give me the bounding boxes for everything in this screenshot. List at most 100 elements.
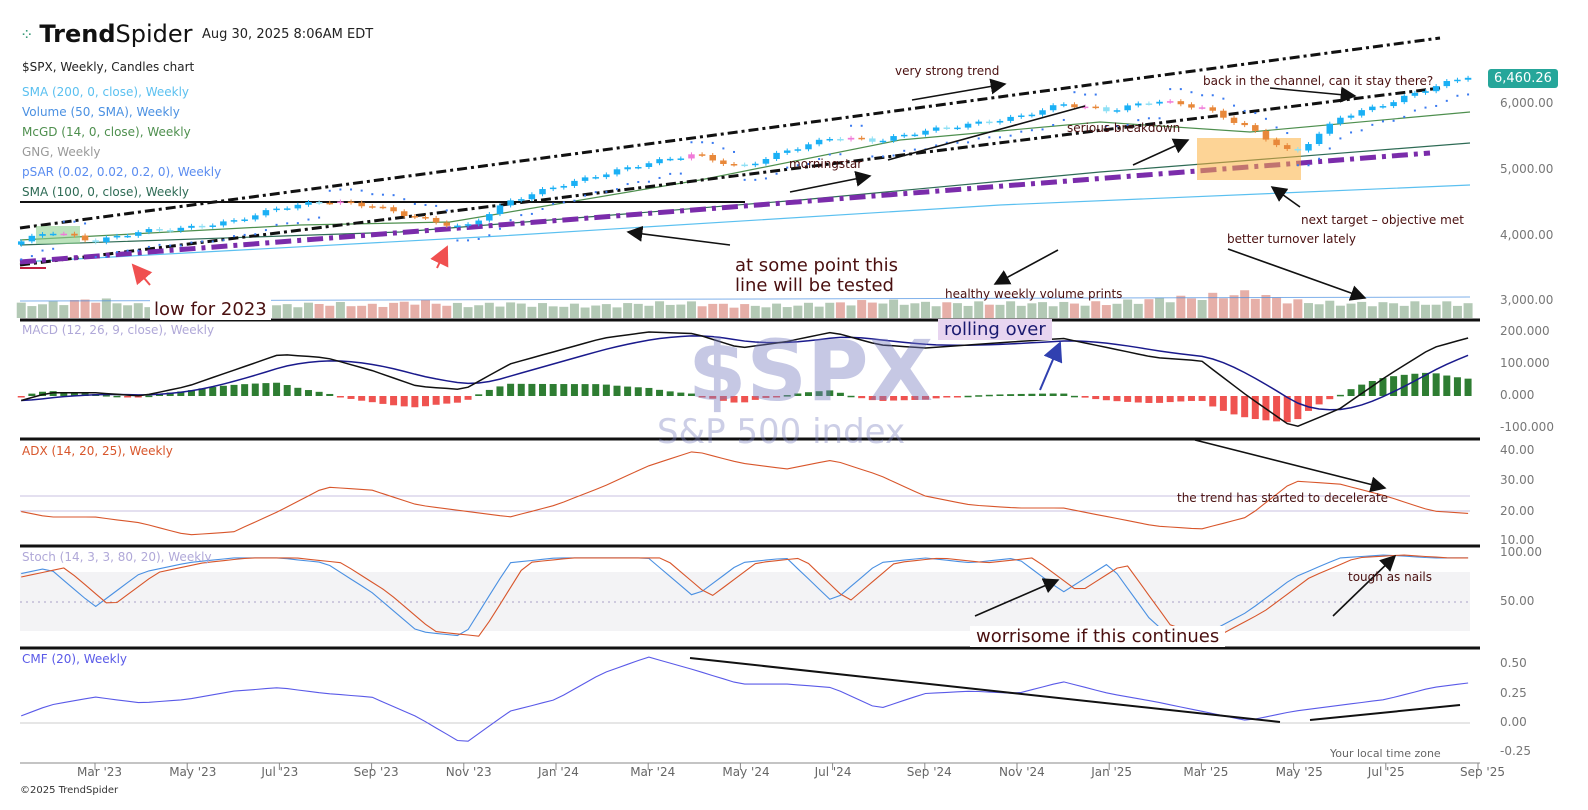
psar-dot (392, 194, 395, 197)
volume-bar (963, 305, 973, 318)
psar-dot (701, 141, 704, 144)
legend-item[interactable]: pSAR (0.02, 0.02, 0.2, 0), Weekly (22, 165, 222, 179)
psar-dot (1318, 157, 1321, 160)
candle-body (1400, 95, 1408, 103)
psar-dot (658, 176, 661, 179)
macd-histogram-bar (209, 386, 217, 396)
psar-dot (254, 233, 257, 236)
candle-body (209, 225, 216, 227)
legend-item[interactable]: Volume (50, SMA), Weekly (22, 105, 180, 119)
y-tick-label: 20.00 (1500, 504, 1535, 518)
macd-histogram-bar (230, 384, 238, 396)
timezone-label[interactable]: Your local time zone (1330, 747, 1441, 760)
psar-dot (339, 188, 342, 191)
cmf-label[interactable]: CMF (20), Weekly (22, 652, 128, 666)
macd-histogram-bar (315, 391, 323, 396)
volume-bar (740, 304, 750, 318)
stoch-d-line (21, 554, 1469, 637)
volume-bar (1303, 303, 1313, 318)
candle-body (603, 174, 610, 178)
volume-bar (59, 305, 69, 318)
volume-bar (921, 301, 931, 318)
psar-dot (126, 249, 129, 252)
volume-bar (889, 299, 899, 318)
macd-histogram-bar (922, 396, 930, 400)
candle-body (1103, 107, 1110, 112)
candle-body (390, 207, 397, 212)
psar-dot (1264, 117, 1267, 120)
volume-bar (974, 301, 984, 318)
candle-body (773, 152, 780, 159)
macd-histogram-bar (70, 392, 78, 396)
candle-body (847, 137, 855, 140)
candle-body (1018, 115, 1025, 117)
stoch-label[interactable]: Stoch (14, 3, 3, 80, 20), Weekly (22, 550, 212, 564)
psar-dot (1105, 124, 1108, 127)
macd-histogram-bar (741, 396, 749, 403)
annotation: rolling over (938, 319, 1052, 340)
candle-body (1369, 106, 1376, 111)
macd-histogram-bar (294, 387, 302, 396)
macd-label[interactable]: MACD (12, 26, 9, close), Weekly (22, 323, 215, 337)
psar-dot (892, 154, 895, 157)
legend-item[interactable]: SMA (200, 0, close), Weekly (22, 85, 190, 99)
macd-histogram-bar (49, 391, 57, 396)
annotation: morningstar (789, 157, 863, 171)
candle-body (1028, 114, 1036, 117)
volume-bar (527, 306, 537, 318)
volume-bar (580, 307, 590, 318)
volume-bar (942, 302, 952, 318)
candle-body (943, 127, 951, 129)
legend-item[interactable]: McGD (14, 0, close), Weekly (22, 125, 191, 139)
candle-body (454, 225, 461, 228)
psar-dot (1233, 104, 1236, 107)
volume-bar (931, 306, 941, 318)
volume-bar (48, 301, 58, 318)
macd-histogram-bar (177, 391, 185, 396)
candle-body (613, 169, 621, 175)
adx-label[interactable]: ADX (14, 20, 25), Weekly (22, 444, 173, 458)
macd-histogram-bar (709, 396, 717, 399)
candle-body (496, 205, 504, 215)
volume-bar (1282, 303, 1292, 318)
macd-histogram-bar (432, 396, 440, 405)
candle-body (783, 150, 791, 153)
candle-body (17, 241, 25, 245)
x-tick-label: May '25 (1275, 765, 1323, 779)
macd-histogram-bar (358, 396, 366, 401)
psar-dot (169, 244, 172, 247)
candle-body (815, 139, 823, 145)
macd-histogram-bar (858, 396, 866, 399)
candle-body (869, 138, 876, 142)
psar-dot (1371, 123, 1374, 126)
candle-body (1135, 103, 1142, 106)
volume-bar (655, 301, 665, 318)
y-tick-label: 0.000 (1500, 388, 1535, 402)
psar-dot (552, 202, 555, 205)
candle-body (92, 240, 99, 243)
macd-histogram-bar (953, 396, 961, 398)
legend-item[interactable]: SMA (100, 0, close), Weekly (22, 185, 190, 199)
macd-histogram-bar (751, 396, 759, 400)
candle-body (975, 121, 982, 124)
macd-histogram-bar (996, 394, 1004, 396)
macd-histogram-bar (251, 383, 259, 396)
psar-dot (30, 255, 33, 258)
macd-histogram-bar (794, 393, 802, 396)
volume-bar (623, 303, 633, 318)
macd-histogram-bar (241, 384, 249, 396)
candle-body (230, 220, 238, 222)
candle-body (358, 202, 365, 207)
volume-bar (995, 304, 1005, 318)
psar-dot (1222, 97, 1225, 100)
x-tick-label: Sep '24 (906, 765, 952, 779)
macd-histogram-bar (570, 384, 578, 396)
x-tick-label: Mar '25 (1183, 765, 1229, 779)
macd-histogram-bar (262, 383, 270, 396)
volume-bar (591, 305, 601, 318)
macd-histogram-bar (283, 385, 291, 396)
psar-dot (222, 239, 225, 242)
macd-histogram-bar (836, 392, 844, 396)
psar-dot (286, 222, 289, 225)
legend-item[interactable]: GNG, Weekly (22, 145, 101, 159)
